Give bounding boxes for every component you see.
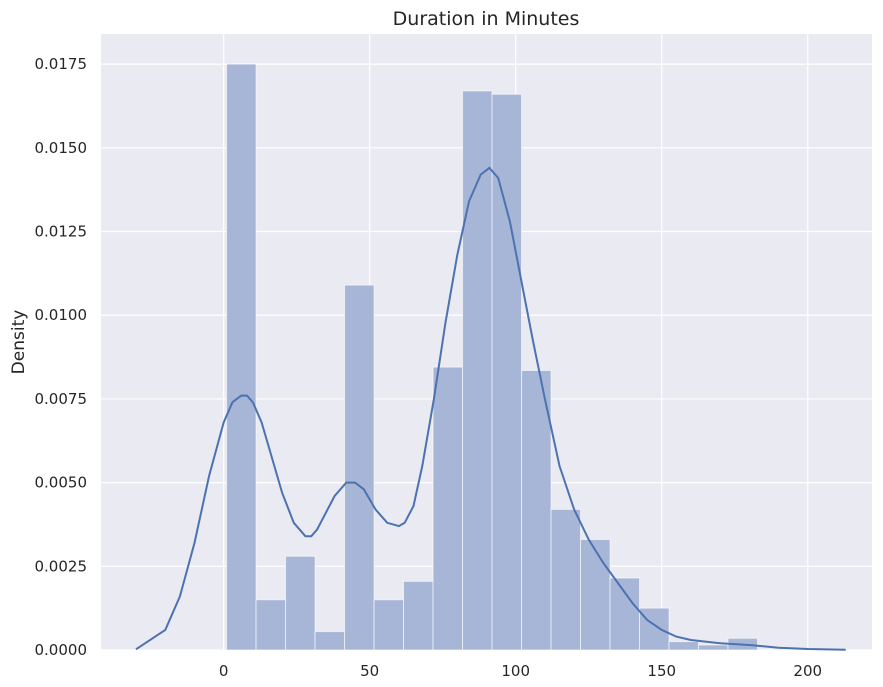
histogram-bar [432,366,464,651]
y-tick-label: 0.0125 [35,223,88,241]
histogram-bar [668,641,700,651]
y-axis-label: Density [9,310,29,375]
histogram-bar [226,63,257,651]
histogram-bar [462,90,493,651]
x-tick-label: 50 [360,662,379,680]
histogram-bar [580,539,611,651]
x-tick-label: 0 [219,662,229,680]
y-tick-label: 0.0150 [35,139,88,157]
y-tick-label: 0.0050 [35,474,88,492]
histogram-bar [285,555,316,651]
histogram-bar [491,93,523,651]
y-tick-label: 0.0025 [35,557,88,575]
y-tick-labels: 0.0000 0.0025 0.0050 0.0075 0.0100 0.0125 0.01… [35,55,88,659]
y-tick-label: 0.0000 [35,641,88,659]
histogram-bar [698,644,729,651]
histogram-bar [373,599,405,651]
chart-title: Duration in Minutes [393,8,580,30]
histogram-bar [609,577,641,651]
histogram-bar [550,508,582,651]
y-tick-label: 0.0100 [35,306,88,324]
histogram-bar [344,284,375,651]
histogram-bar [639,607,670,651]
y-tick-label: 0.0075 [35,390,88,408]
y-tick-label: 0.0175 [35,55,88,73]
histogram-bar [314,631,346,651]
x-tick-label: 200 [793,662,822,680]
x-tick-label: 100 [501,662,530,680]
x-tick-label: 150 [647,662,676,680]
kde-density-line [135,166,846,651]
x-tick-labels: 0 50 100 150 200 [219,662,822,680]
histogram-bar [521,369,552,651]
histogram-bar [255,599,287,651]
histogram-bar [403,580,434,651]
